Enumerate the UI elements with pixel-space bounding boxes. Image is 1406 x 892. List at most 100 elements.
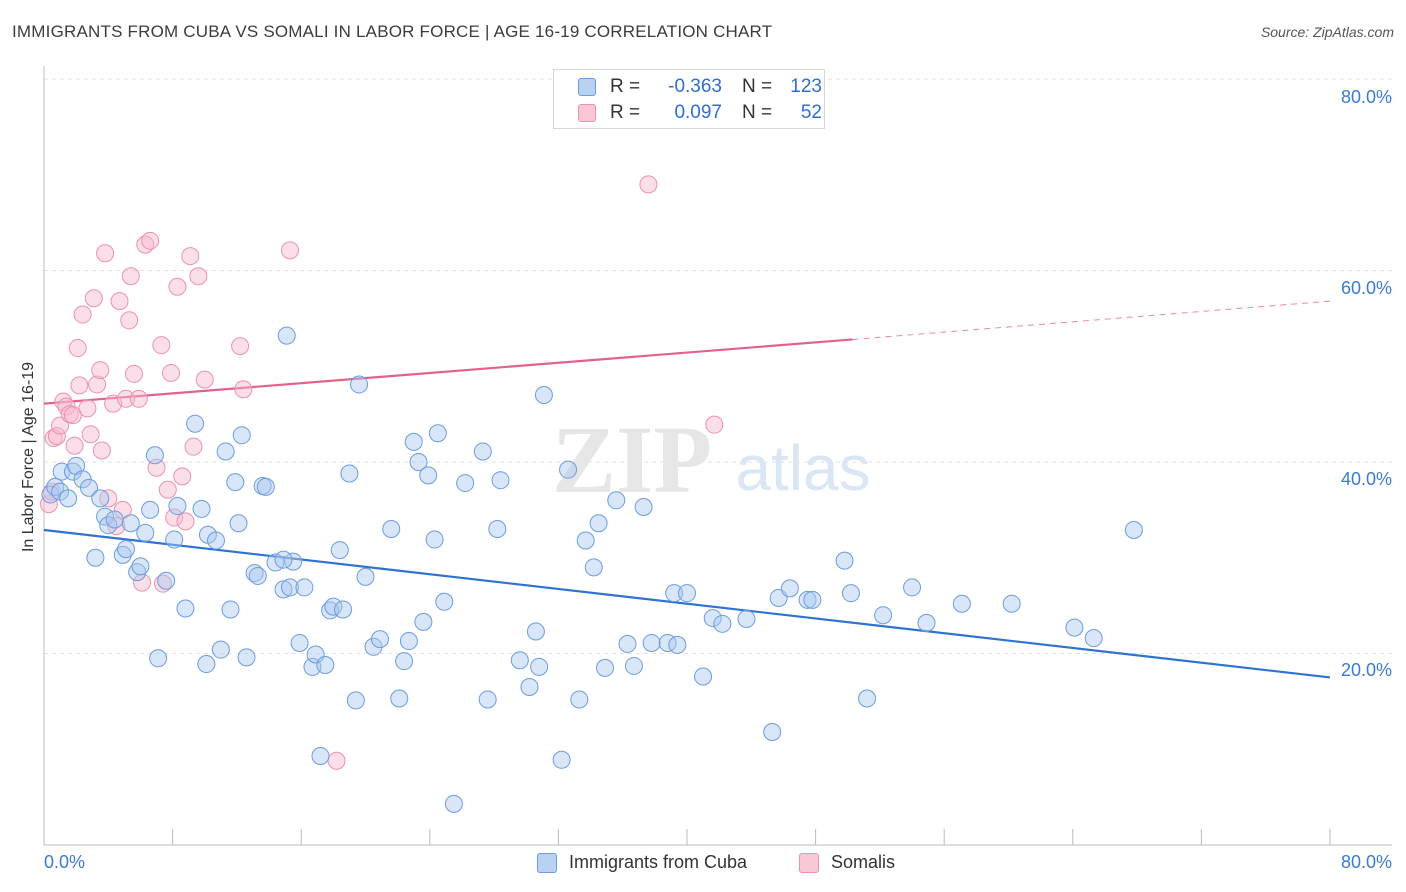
data-point-cuba [607, 491, 626, 510]
data-point-somalis [84, 289, 103, 308]
data-point-cuba [491, 471, 510, 490]
data-point-cuba [428, 424, 447, 443]
data-point-cuba [340, 464, 359, 483]
data-point-cuba [256, 477, 275, 496]
data-point-cuba [382, 520, 401, 539]
legend-r-value: 0.097 [674, 102, 722, 123]
data-point-cuba [395, 652, 414, 671]
data-point-cuba [277, 326, 296, 345]
data-point-somalis [133, 573, 152, 592]
data-point-cuba [165, 530, 184, 549]
data-point-cuba [444, 794, 463, 813]
legend-r-label: R = [610, 102, 641, 123]
data-point-somalis [158, 480, 177, 499]
data-point-cuba [1124, 520, 1143, 539]
data-point-cuba [176, 599, 195, 618]
data-point-cuba [145, 446, 164, 465]
data-point-cuba [903, 578, 922, 597]
data-point-cuba [1065, 618, 1084, 637]
data-point-somalis [92, 441, 111, 460]
data-point-cuba [136, 523, 155, 542]
data-point-cuba [245, 564, 264, 583]
data-point-somalis [152, 336, 171, 355]
data-point-cuba [835, 551, 854, 570]
data-point-somalis [73, 305, 92, 324]
data-point-somalis [173, 467, 192, 486]
data-point-cuba [226, 473, 245, 492]
y-tick-80: 80.0% [1340, 87, 1392, 107]
data-point-cuba [780, 579, 799, 598]
data-point-cuba [534, 385, 553, 404]
data-point-cuba [80, 478, 99, 497]
data-point-cuba [216, 442, 235, 461]
data-point-cuba [274, 550, 293, 569]
data-point-cuba [665, 584, 684, 603]
data-point-cuba [141, 500, 160, 519]
data-point-somalis [195, 370, 214, 389]
data-point-cuba [221, 600, 240, 619]
data-point-cuba [530, 657, 549, 676]
data-point-cuba [399, 632, 418, 651]
data-point-somalis [110, 292, 129, 311]
data-point-somalis [231, 337, 250, 356]
trend-line-somalis-extension [852, 300, 1331, 340]
data-point-cuba [46, 477, 65, 496]
data-point-cuba [330, 541, 349, 560]
data-point-cuba [488, 520, 507, 539]
data-point-somalis [161, 363, 180, 382]
data-point-somalis [184, 437, 203, 456]
data-point-cuba [186, 414, 205, 433]
y-tick-20: 20.0% [1340, 660, 1392, 680]
data-point-cuba [510, 651, 529, 670]
data-point-somalis [165, 508, 184, 527]
data-point-cuba [456, 474, 475, 493]
data-point-cuba [737, 610, 756, 629]
data-point-somalis [129, 389, 148, 408]
data-point-cuba [248, 566, 267, 585]
bottom-legend-cuba: Immigrants from Cuba [537, 852, 747, 873]
data-point-somalis [120, 311, 139, 330]
data-point-somalis [125, 364, 144, 383]
data-point-cuba [694, 667, 713, 686]
legend-n-label: N = [742, 102, 773, 123]
data-point-somalis [141, 231, 160, 250]
bottom-legend-swatch-blue [537, 852, 557, 873]
data-point-cuba [232, 426, 251, 445]
data-point-cuba [370, 630, 389, 649]
axes [43, 66, 1392, 846]
data-point-cuba [157, 571, 176, 590]
data-point-cuba [624, 656, 643, 675]
bottom-legend-label-somalis: Somalis [831, 852, 896, 872]
data-point-cuba [917, 613, 936, 632]
data-point-somalis [181, 247, 200, 266]
legend-swatch-pink [578, 104, 596, 122]
series-immigrants-from-cuba [41, 326, 1143, 813]
trend-line-somalis [43, 338, 853, 405]
grid-lines [44, 78, 1392, 654]
source-label: Source: ZipAtlas.com [1260, 24, 1394, 40]
data-point-cuba [86, 548, 105, 567]
data-point-cuba [874, 606, 893, 625]
data-point-cuba [584, 558, 603, 577]
data-point-somalis [121, 267, 140, 286]
data-point-somalis [327, 751, 346, 770]
x-tick-min: 0.0% [44, 852, 86, 872]
trend-lines [43, 300, 1331, 679]
data-point-somalis [91, 361, 110, 380]
data-point-cuba [237, 648, 256, 667]
data-point-cuba [364, 637, 383, 656]
data-point-cuba [1002, 594, 1021, 613]
data-point-cuba [63, 462, 82, 481]
data-point-cuba [333, 600, 352, 619]
legend-n-label: N = [742, 76, 773, 97]
correlation-legend: R = -0.363 N = 123 R = 0.097 N = 52 [553, 69, 825, 129]
data-point-cuba [59, 489, 78, 508]
data-point-somalis [280, 241, 299, 260]
data-point-cuba [634, 498, 653, 517]
bottom-legend-somalis: Somalis [799, 852, 895, 873]
y-tick-60: 60.0% [1340, 278, 1392, 298]
data-point-cuba [105, 510, 124, 529]
data-point-cuba [346, 691, 365, 710]
data-point-cuba [678, 584, 696, 603]
